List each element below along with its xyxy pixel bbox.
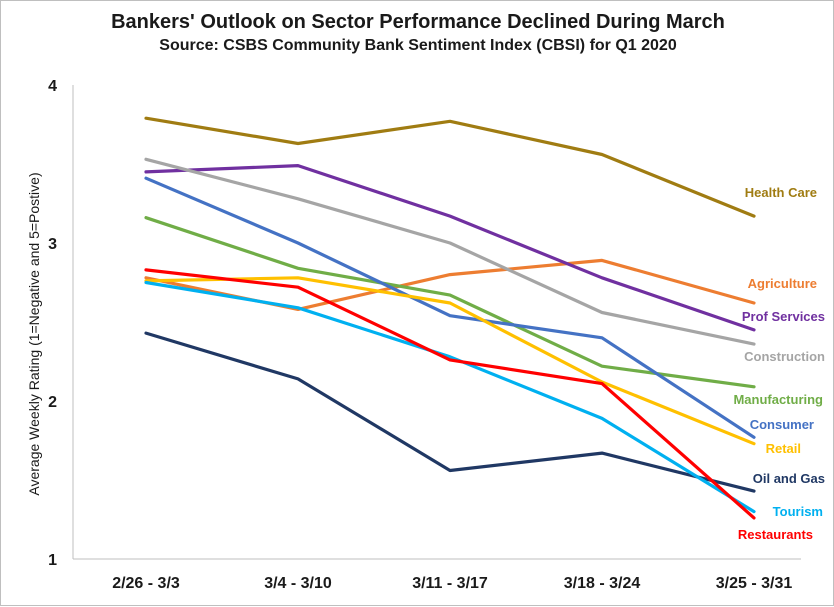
chart-title: Bankers' Outlook on Sector Performance D…	[111, 11, 725, 33]
title-block: Bankers' Outlook on Sector Performance D…	[1, 9, 834, 57]
series-line-restaurants	[144, 268, 756, 520]
series-label-manufacturing: Manufacturing	[733, 392, 823, 407]
chart-subtitle: Source: CSBS Community Bank Sentiment In…	[159, 37, 677, 54]
x-tick-label: 3/18 - 3/24	[564, 575, 641, 592]
series-label-restaurants: Restaurants	[738, 527, 813, 542]
series-label-oil-and-gas: Oil and Gas	[753, 471, 825, 486]
x-tick-label: 3/4 - 3/10	[264, 575, 332, 592]
series-label-agriculture: Agriculture	[748, 276, 817, 291]
x-tick-label: 3/11 - 3/17	[412, 575, 488, 592]
series-label-health-care: Health Care	[745, 185, 817, 200]
x-tick-label: 3/25 - 3/31	[716, 575, 793, 592]
series-label-consumer: Consumer	[750, 417, 814, 432]
series-label-tourism: Tourism	[773, 504, 823, 519]
x-tick-label: 2/26 - 3/3	[112, 575, 180, 592]
y-axis-label: Average Weekly Rating (1=Negative and 5=…	[26, 172, 42, 495]
series-line-retail	[144, 276, 756, 446]
y-tick-label: 2	[48, 394, 57, 411]
series-line-tourism	[144, 280, 756, 514]
series-line-prof-services	[144, 164, 756, 332]
y-tick-label: 3	[48, 236, 57, 253]
series-label-construction: Construction	[744, 349, 825, 364]
series-line-consumer	[144, 176, 756, 439]
series-line-oil-and-gas	[144, 331, 756, 493]
series-label-retail: Retail	[766, 441, 801, 456]
series-line-construction	[144, 157, 756, 346]
series-line-health-care	[144, 116, 756, 218]
series-label-prof-services: Prof Services	[742, 309, 825, 324]
y-tick-label: 1	[48, 552, 57, 569]
series-line-manufacturing	[144, 216, 756, 389]
y-tick-label: 4	[48, 78, 57, 95]
